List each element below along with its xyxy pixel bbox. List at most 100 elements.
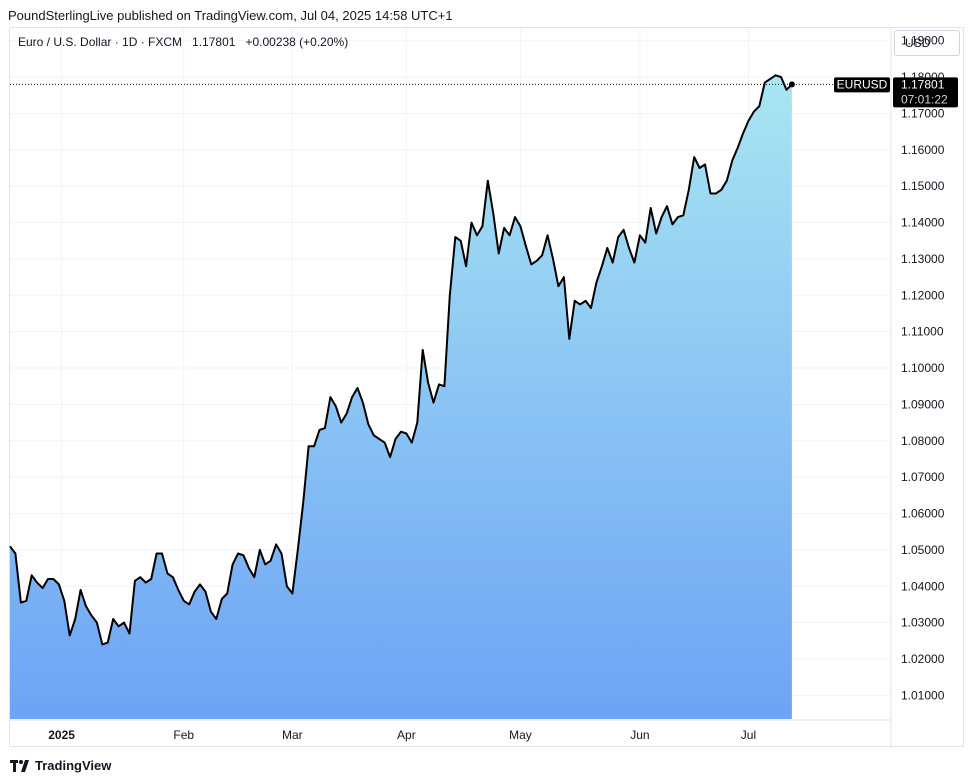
- data-point: [346, 413, 348, 415]
- tradingview-footer[interactable]: TradingView: [10, 758, 111, 773]
- data-point: [519, 225, 521, 227]
- data-point: [357, 387, 359, 389]
- price-area-fill: [10, 75, 792, 720]
- data-point: [270, 560, 272, 562]
- data-point: [623, 229, 625, 231]
- data-point: [14, 553, 16, 555]
- data-point: [389, 456, 391, 458]
- y-axis-tick-label: 1.03000: [901, 616, 945, 630]
- y-axis-tick-label: 1.13000: [901, 252, 945, 266]
- data-point: [704, 163, 706, 165]
- x-axis-tick-label: Mar: [282, 728, 303, 742]
- data-point: [433, 402, 435, 404]
- data-point: [248, 567, 250, 569]
- y-axis-tick-label: 1.06000: [901, 507, 945, 521]
- data-point: [58, 583, 60, 585]
- data-point: [69, 634, 71, 636]
- data-point: [612, 262, 614, 264]
- data-point: [36, 582, 38, 584]
- data-point: [579, 303, 581, 305]
- legend-change: +0.00238 (+0.20%): [245, 35, 349, 49]
- data-point: [123, 622, 125, 624]
- data-point: [541, 254, 543, 256]
- y-axis-tick-label: 1.10000: [901, 361, 945, 375]
- data-point: [552, 258, 554, 260]
- data-point: [758, 105, 760, 107]
- data-point: [547, 234, 549, 236]
- last-price-dot[interactable]: [788, 81, 795, 88]
- data-point: [96, 622, 98, 624]
- data-point: [221, 598, 223, 600]
- data-point: [731, 160, 733, 162]
- data-point: [682, 214, 684, 216]
- data-point: [536, 260, 538, 262]
- data-point: [601, 265, 603, 267]
- data-point: [286, 585, 288, 587]
- data-point: [351, 396, 353, 398]
- data-point: [492, 212, 494, 214]
- data-point: [156, 553, 158, 555]
- data-point: [210, 611, 212, 613]
- data-point: [655, 232, 657, 234]
- x-axis-tick-label: 2025: [48, 728, 75, 742]
- publisher-caption: PoundSterlingLive published on TradingVi…: [8, 8, 453, 23]
- y-axis-tick-label: 1.08000: [901, 434, 945, 448]
- data-point: [693, 156, 695, 158]
- price-line-series[interactable]: [9, 74, 793, 646]
- y-axis-tick-label: 1.15000: [901, 179, 945, 193]
- data-point: [411, 442, 413, 444]
- data-point: [319, 429, 321, 431]
- data-point: [785, 89, 787, 91]
- y-axis-tick-label: 1.05000: [901, 543, 945, 557]
- data-point: [465, 265, 467, 267]
- y-axis-tick-label: 1.02000: [901, 652, 945, 666]
- tradingview-logo-icon: [10, 759, 29, 772]
- data-point: [650, 207, 652, 209]
- data-point: [63, 600, 65, 602]
- x-axis-tick-label: Feb: [173, 728, 194, 742]
- y-axis-tick-label: 1.17000: [901, 106, 945, 120]
- data-point: [530, 263, 532, 265]
- data-point: [20, 602, 22, 604]
- data-point: [742, 132, 744, 134]
- data-point: [362, 402, 364, 404]
- data-point: [281, 553, 283, 555]
- data-point: [720, 189, 722, 191]
- chart-frame: [9, 27, 964, 747]
- data-point: [9, 545, 11, 547]
- data-point: [188, 603, 190, 605]
- data-point: [329, 396, 331, 398]
- price-badge: [893, 77, 958, 108]
- data-point: [25, 600, 27, 602]
- data-point: [498, 252, 500, 254]
- data-point: [139, 576, 141, 578]
- data-point: [183, 600, 185, 602]
- y-axis-tick-label: 1.19000: [901, 34, 945, 48]
- data-point: [568, 338, 570, 340]
- data-point: [378, 438, 380, 440]
- data-point: [764, 82, 766, 84]
- data-point: [134, 580, 136, 582]
- data-point: [699, 167, 701, 169]
- currency-selector[interactable]: USD: [894, 30, 960, 56]
- y-axis-tick-label: 1.04000: [901, 579, 945, 593]
- data-point: [194, 591, 196, 593]
- bar-countdown: 07:01:22: [901, 92, 948, 106]
- data-point: [628, 247, 630, 249]
- ticker-badge: [834, 77, 890, 93]
- data-point: [373, 434, 375, 436]
- data-point: [726, 180, 728, 182]
- data-point: [150, 578, 152, 580]
- data-point: [101, 643, 103, 645]
- ticker-badge-label: EURUSD: [837, 77, 888, 91]
- symbol-description: Euro / U.S. Dollar · 1D · FXCM: [18, 35, 183, 49]
- y-axis-tick-label: 1.07000: [901, 470, 945, 484]
- data-point: [400, 431, 402, 433]
- data-point: [302, 502, 304, 504]
- data-point: [476, 234, 478, 236]
- data-point: [514, 216, 516, 218]
- data-point: [775, 74, 777, 76]
- data-point: [340, 422, 342, 424]
- y-axis-tick-label: 1.14000: [901, 216, 945, 230]
